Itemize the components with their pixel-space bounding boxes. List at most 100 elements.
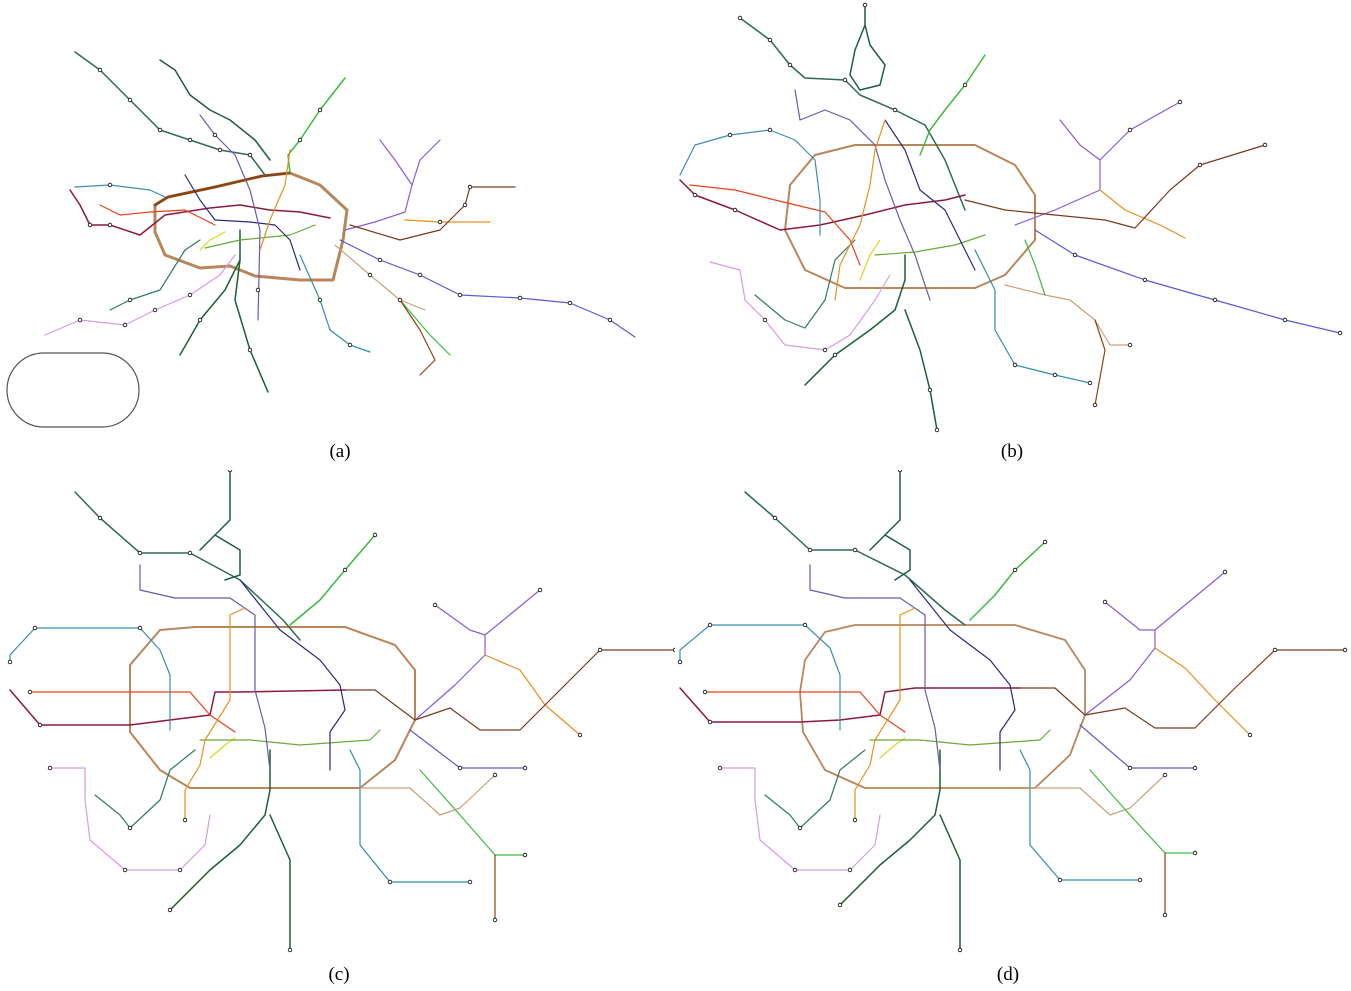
line-center-purple bbox=[199, 114, 261, 321]
line-east-violet-2 bbox=[379, 139, 413, 186]
station-node-icon bbox=[122, 322, 128, 328]
line-north-west bbox=[74, 51, 266, 176]
station-node-icon bbox=[182, 817, 188, 823]
station-node-icon bbox=[97, 515, 103, 521]
station-nodes bbox=[677, 470, 1348, 953]
station-node-icon bbox=[792, 867, 798, 873]
station-node-icon bbox=[1162, 912, 1168, 918]
ring-line bbox=[784, 144, 1036, 289]
panel-c-svg bbox=[7, 470, 675, 953]
line-center-lime bbox=[874, 234, 986, 256]
station-node-icon bbox=[957, 947, 963, 953]
station-node-icon bbox=[1072, 252, 1078, 258]
station-node-icon bbox=[852, 817, 858, 823]
network-lines bbox=[679, 470, 1346, 951]
station-node-icon bbox=[607, 317, 613, 323]
line-south-east-green bbox=[419, 769, 526, 856]
station-node-icon bbox=[717, 765, 723, 771]
station-node-icon bbox=[187, 550, 193, 556]
line-east-brown bbox=[964, 144, 1266, 229]
station-node-icon bbox=[522, 852, 528, 858]
line-east-brown bbox=[344, 649, 675, 731]
station-node-icon bbox=[227, 470, 233, 473]
station-node-icon bbox=[297, 137, 303, 143]
station-node-icon bbox=[732, 207, 738, 213]
station-node-icon bbox=[1282, 317, 1288, 323]
station-node-icon bbox=[772, 515, 778, 521]
station-node-icon bbox=[1197, 162, 1203, 168]
station-node-icon bbox=[462, 202, 468, 208]
line-south-dark-2 bbox=[939, 814, 961, 951]
line-west-magenta bbox=[69, 189, 331, 236]
line-west-teal bbox=[9, 627, 171, 731]
station-node-icon bbox=[317, 107, 323, 113]
line-south-east-green bbox=[1024, 239, 1046, 296]
line-south-east-tan bbox=[1029, 774, 1166, 816]
line-north-west bbox=[74, 491, 301, 641]
station-node-icon bbox=[492, 917, 498, 923]
line-center-orange bbox=[834, 119, 886, 301]
station-node-icon bbox=[1142, 277, 1148, 283]
line-center-lime bbox=[199, 729, 381, 746]
station-node-icon bbox=[197, 317, 203, 323]
station-node-icon bbox=[152, 307, 158, 313]
line-center-navy bbox=[884, 119, 976, 271]
station-node-icon bbox=[1127, 127, 1133, 133]
panel-c-octilinear-layout bbox=[0, 470, 675, 960]
station-node-icon bbox=[27, 689, 33, 695]
station-node-icon bbox=[1337, 330, 1343, 336]
station-node-icon bbox=[127, 825, 133, 831]
station-node-icon bbox=[1212, 297, 1218, 303]
line-south-east-green bbox=[399, 299, 451, 356]
station-node-icon bbox=[1012, 362, 1018, 368]
station-nodes bbox=[7, 470, 675, 953]
station-node-icon bbox=[1177, 99, 1183, 105]
station-node-icon bbox=[862, 2, 868, 8]
station-node-icon bbox=[87, 222, 93, 228]
station-node-icon bbox=[467, 879, 473, 885]
station-node-icon bbox=[127, 297, 133, 303]
station-node-icon bbox=[1137, 877, 1143, 883]
station-node-icon bbox=[1192, 850, 1198, 856]
station-node-icon bbox=[492, 772, 498, 778]
station-node-icon bbox=[1092, 402, 1098, 408]
line-west-red bbox=[99, 204, 216, 226]
line-south-pink bbox=[49, 767, 211, 871]
station-node-icon bbox=[802, 622, 808, 628]
caption-a: (a) bbox=[329, 441, 351, 462]
station-node-icon bbox=[1087, 380, 1093, 386]
line-south-east-tan bbox=[359, 774, 496, 816]
line-west-magenta bbox=[679, 179, 966, 231]
station-node-icon bbox=[962, 82, 968, 88]
station-node-icon bbox=[727, 132, 733, 138]
station-nodes bbox=[692, 2, 1343, 433]
line-center-navy bbox=[239, 579, 346, 771]
station-node-icon bbox=[32, 625, 38, 631]
station-node-icon bbox=[707, 622, 713, 628]
station-node-icon bbox=[1192, 765, 1198, 771]
line-south-pink bbox=[719, 767, 881, 871]
station-node-icon bbox=[432, 602, 438, 608]
station-node-icon bbox=[1162, 772, 1168, 778]
station-node-icon bbox=[457, 765, 463, 771]
station-node-icon bbox=[567, 300, 573, 306]
station-node-icon bbox=[1342, 647, 1348, 653]
line-center-yellow bbox=[199, 231, 226, 251]
line-south-green bbox=[764, 749, 866, 829]
line-north bbox=[869, 470, 911, 581]
line-center-purple bbox=[794, 89, 931, 301]
line-west-teal bbox=[679, 129, 821, 236]
station-node-icon bbox=[767, 127, 773, 133]
station-node-icon bbox=[832, 352, 838, 358]
line-north bbox=[199, 470, 241, 581]
station-node-icon bbox=[167, 907, 173, 913]
line-north-west bbox=[739, 17, 966, 211]
station-node-icon bbox=[255, 287, 261, 293]
station-node-icon bbox=[217, 147, 223, 153]
line-north-east bbox=[287, 77, 346, 174]
station-node-icon bbox=[1127, 342, 1133, 348]
line-center-orange bbox=[854, 607, 916, 821]
line-center-purple bbox=[139, 564, 271, 771]
station-node-icon bbox=[1042, 539, 1048, 545]
station-node-icon bbox=[707, 719, 713, 725]
